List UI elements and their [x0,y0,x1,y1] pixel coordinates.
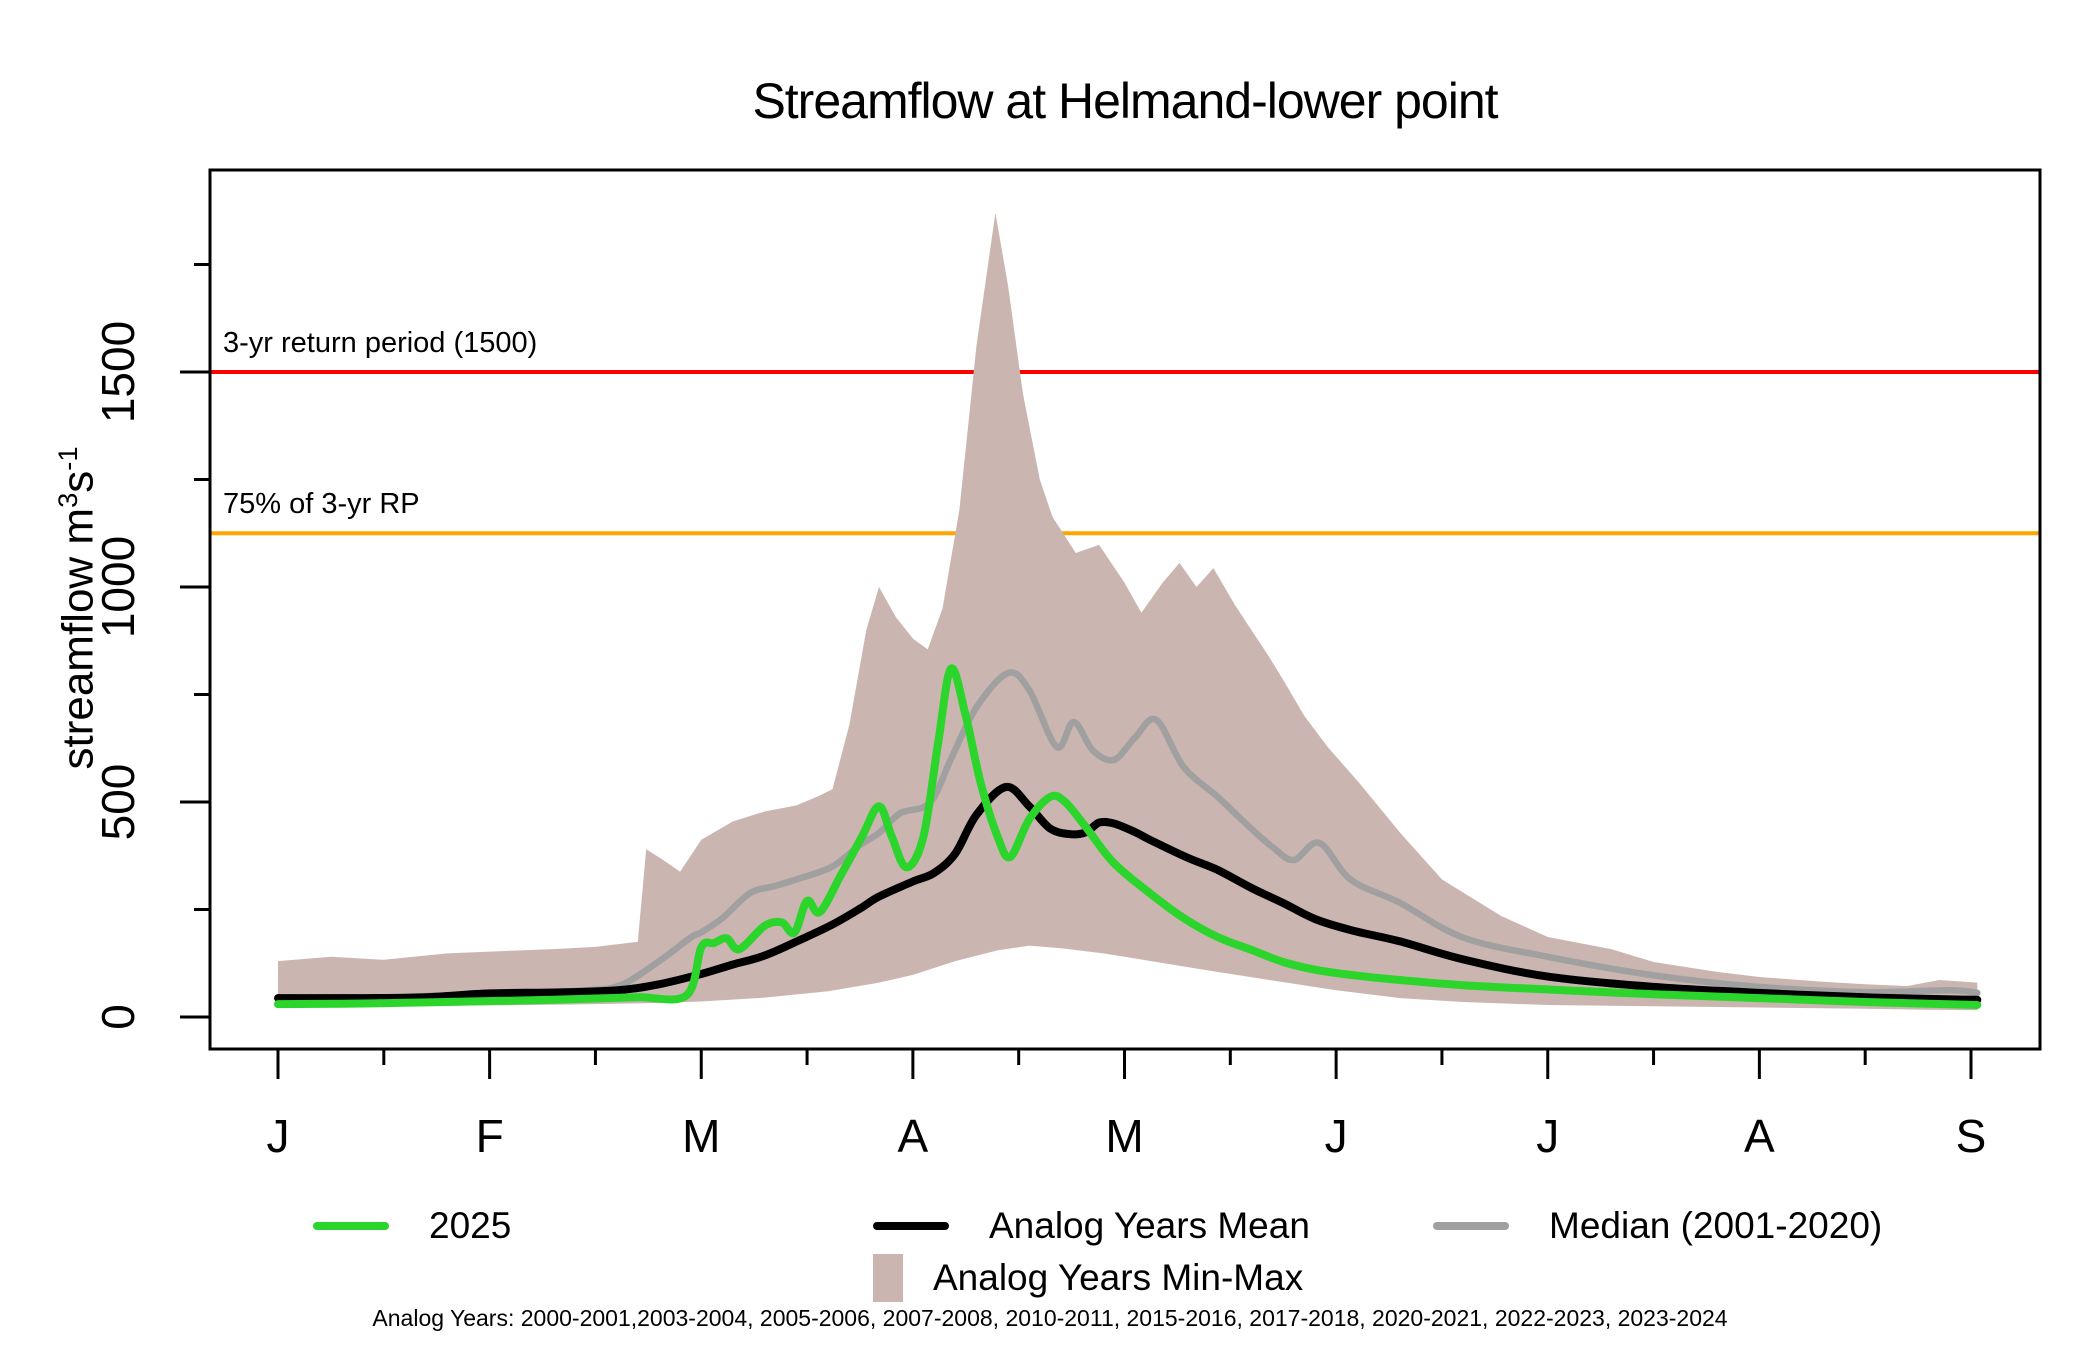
legend-item-minmax: Analog Years Min-Max [873,1252,1303,1304]
series-median-line [274,669,1981,1002]
analog-years-caption: Analog Years: 2000-2001,2003-2004, 2005-… [372,1305,1728,1331]
x-tick-label: A [1744,1110,1775,1162]
legend-label-analog-mean: Analog Years Mean [989,1205,1310,1246]
y-tick-label: 1000 [92,536,144,638]
chart-title: Streamflow at Helmand-lower point [752,73,1498,129]
legend-swatch-median-line [1433,1222,1509,1230]
legend-item-median: Median (2001-2020) [1433,1200,1882,1252]
legend-label-median: Median (2001-2020) [1549,1205,1883,1246]
legend-swatch-minmax-rect [873,1254,903,1302]
legend-label-2025: 2025 [429,1205,512,1246]
y-tick-label: 1500 [92,321,144,423]
x-tick-label: M [1105,1110,1143,1162]
y-tick-label: 0 [92,1004,144,1030]
x-tick-label: F [476,1110,504,1162]
legend-swatch-mean-line [873,1222,949,1230]
legend-label-minmax: Analog Years Min-Max [933,1257,1304,1298]
x-tick-label: S [1956,1110,1987,1162]
series-2025-line [274,664,1982,1009]
legend-item-2025: 2025 [313,1200,511,1252]
y-tick-label: 500 [92,764,144,841]
legend-item-analog-mean: Analog Years Mean [873,1200,1310,1252]
legend-swatch-2025-line [313,1222,389,1230]
threshold-label-75pct: 75% of 3-yr RP [223,488,420,520]
x-tick-label: J [1536,1110,1559,1162]
x-tick-label: M [682,1110,720,1162]
x-tick-label: A [898,1110,929,1162]
x-tick-label: J [1325,1110,1348,1162]
threshold-label-3yr-rp: 3-yr return period (1500) [223,327,538,359]
analog-minmax-band [278,212,1978,1011]
x-tick-label: J [267,1110,290,1162]
